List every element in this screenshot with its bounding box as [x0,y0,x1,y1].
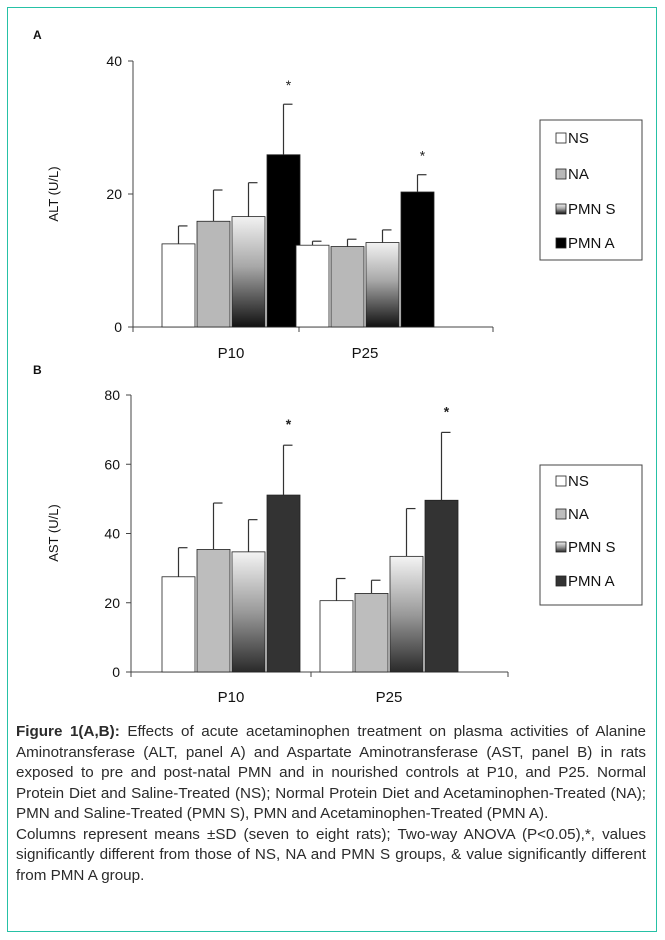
y-tick-label: 20 [106,186,122,202]
y-axis-label: ALT (U/L) [46,166,61,221]
legend-swatch [555,475,567,487]
significance-marker: * [420,148,426,164]
bar-pmn-a-p25 [424,499,459,673]
y-tick-label: 80 [104,387,120,403]
figure-caption: Figure 1(A,B): Effects of acute acetamin… [16,722,646,886]
significance-marker: * [444,403,450,419]
legend-swatch [555,132,567,144]
caption-main: Figure 1(A,B): Effects of acute acetamin… [16,722,646,825]
legend-label: NS [568,473,589,490]
bar-pmn-a-p25 [400,191,435,328]
x-tick-label: P10 [218,345,245,362]
legend-label: PMN S [568,201,616,218]
bar-ns-p25 [319,600,354,673]
legend: NS NA PMN S PMN A [539,464,643,606]
x-tick-label: P10 [218,689,245,706]
legend-label: PMN A [568,235,615,252]
y-axis-label: AST (U/L) [46,504,61,562]
panel-label: B [33,363,42,377]
bar-na-p25 [330,246,365,328]
y-tick-label: 0 [114,319,122,335]
legend-swatch [555,237,567,249]
legend: NS NA PMN S PMN A [539,119,643,261]
bar-ns-p10 [161,576,196,673]
bar-pmn-s-p10 [231,551,266,673]
bar-ns-p10 [161,243,196,328]
y-tick-label: 60 [104,456,120,472]
caption-figure-label: Figure 1(A,B): [16,723,120,740]
bar-ns-p25 [295,244,330,328]
bar-pmn-a-p10 [266,494,301,673]
bar-pmn-s-p25 [389,555,424,673]
y-tick-label: 40 [106,53,122,69]
bar-na-p10 [196,220,231,328]
bar-na-p25 [354,593,389,673]
chart-panel-a: A ALT (U/L) 0 20 40 P10 P25 * * NS NA PMN S PMN A [33,28,643,362]
legend-label: PMN S [568,539,616,556]
y-tick-label: 0 [112,664,120,680]
panel-label: A [33,28,42,42]
legend-swatch [555,168,567,180]
chart-panel-b: B AST (U/L) 0 20 40 60 80 P10 P25 * * NS NA PMN S PMN … [33,363,643,706]
legend-label: NA [568,166,589,183]
bar-pmn-s-p10 [231,216,266,328]
legend-swatch [555,508,567,520]
caption-note: Columns represent means ±SD (seven to ei… [16,825,646,884]
x-tick-label: P25 [376,689,403,706]
legend-label: PMN A [568,573,615,590]
legend-swatch [555,575,567,587]
legend-label: NA [568,506,589,523]
y-tick-label: 40 [104,526,120,542]
x-tick-label: P25 [352,345,379,362]
y-tick-label: 20 [104,595,120,611]
bar-pmn-s-p25 [365,242,400,328]
caption-text: Effects of acute acetaminophen treatment… [16,723,647,822]
legend-label: NS [568,130,589,147]
bar-pmn-a-p10 [266,154,301,328]
legend-swatch [555,541,567,553]
bar-na-p10 [196,549,231,673]
legend-swatch [555,203,567,215]
significance-marker: * [286,416,292,432]
significance-marker: * [286,77,292,93]
